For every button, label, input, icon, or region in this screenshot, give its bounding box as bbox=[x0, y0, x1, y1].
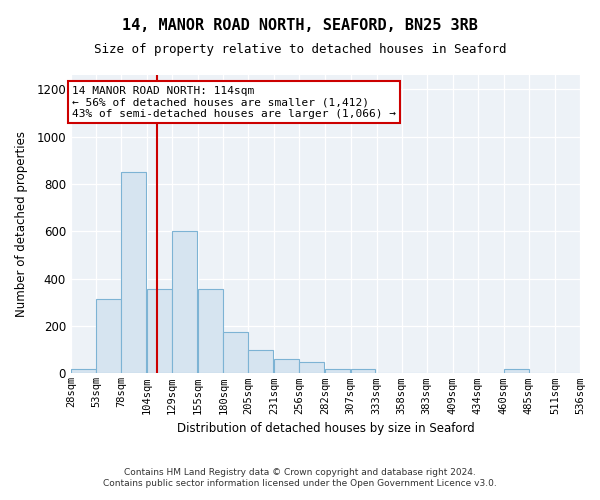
Text: Contains HM Land Registry data © Crown copyright and database right 2024.
Contai: Contains HM Land Registry data © Crown c… bbox=[103, 468, 497, 487]
Bar bbox=[223, 332, 248, 374]
Bar bbox=[96, 299, 121, 374]
Text: 14 MANOR ROAD NORTH: 114sqm
← 56% of detached houses are smaller (1,412)
43% of : 14 MANOR ROAD NORTH: 114sqm ← 56% of det… bbox=[72, 86, 396, 119]
Y-axis label: Number of detached properties: Number of detached properties bbox=[15, 131, 28, 317]
Text: 14, MANOR ROAD NORTH, SEAFORD, BN25 3RB: 14, MANOR ROAD NORTH, SEAFORD, BN25 3RB bbox=[122, 18, 478, 32]
X-axis label: Distribution of detached houses by size in Seaford: Distribution of detached houses by size … bbox=[176, 422, 475, 435]
Bar bbox=[147, 290, 172, 374]
Bar bbox=[504, 369, 529, 374]
Bar bbox=[121, 172, 146, 374]
Text: Size of property relative to detached houses in Seaford: Size of property relative to detached ho… bbox=[94, 42, 506, 56]
Bar bbox=[248, 350, 273, 374]
Bar bbox=[71, 369, 95, 374]
Bar bbox=[172, 232, 197, 374]
Bar bbox=[299, 362, 324, 374]
Bar bbox=[274, 359, 299, 374]
Bar bbox=[325, 368, 350, 374]
Bar bbox=[198, 290, 223, 374]
Bar bbox=[350, 369, 375, 374]
